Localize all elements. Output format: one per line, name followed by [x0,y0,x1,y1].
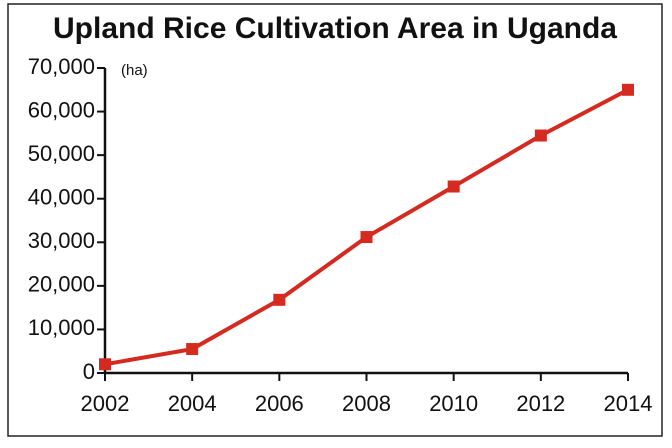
y-tick-label: 10,000 [28,315,95,340]
x-tick-label: 2004 [168,391,217,416]
marker [360,231,373,244]
marker [534,129,547,142]
x-tick-label: 2008 [342,391,391,416]
x-tick-label: 2012 [516,391,565,416]
y-tick-label: 40,000 [28,185,95,210]
x-tick-label: 2006 [255,391,304,416]
y-tick-label: 30,000 [28,228,95,253]
frame [7,3,663,437]
marker [622,83,634,96]
marker [99,358,111,371]
marker [186,343,199,356]
chart-title: Upland Rice Cultivation Area in Uganda [53,12,617,45]
line [104,88,629,367]
y-tick-label: 20,000 [28,272,95,297]
y-tick-label: 70,000 [28,54,95,79]
x-tick-label: 2010 [429,391,478,416]
x-tick-label: 2002 [81,391,130,416]
y-tick-label: 50,000 [28,141,95,166]
marker [447,180,460,193]
y-tick-label: 0 [83,359,95,384]
y-unit: (ha) [121,62,148,79]
marker [273,293,286,306]
x-tick-label: 2014 [604,391,653,416]
y-tick-label: 60,000 [28,97,95,122]
